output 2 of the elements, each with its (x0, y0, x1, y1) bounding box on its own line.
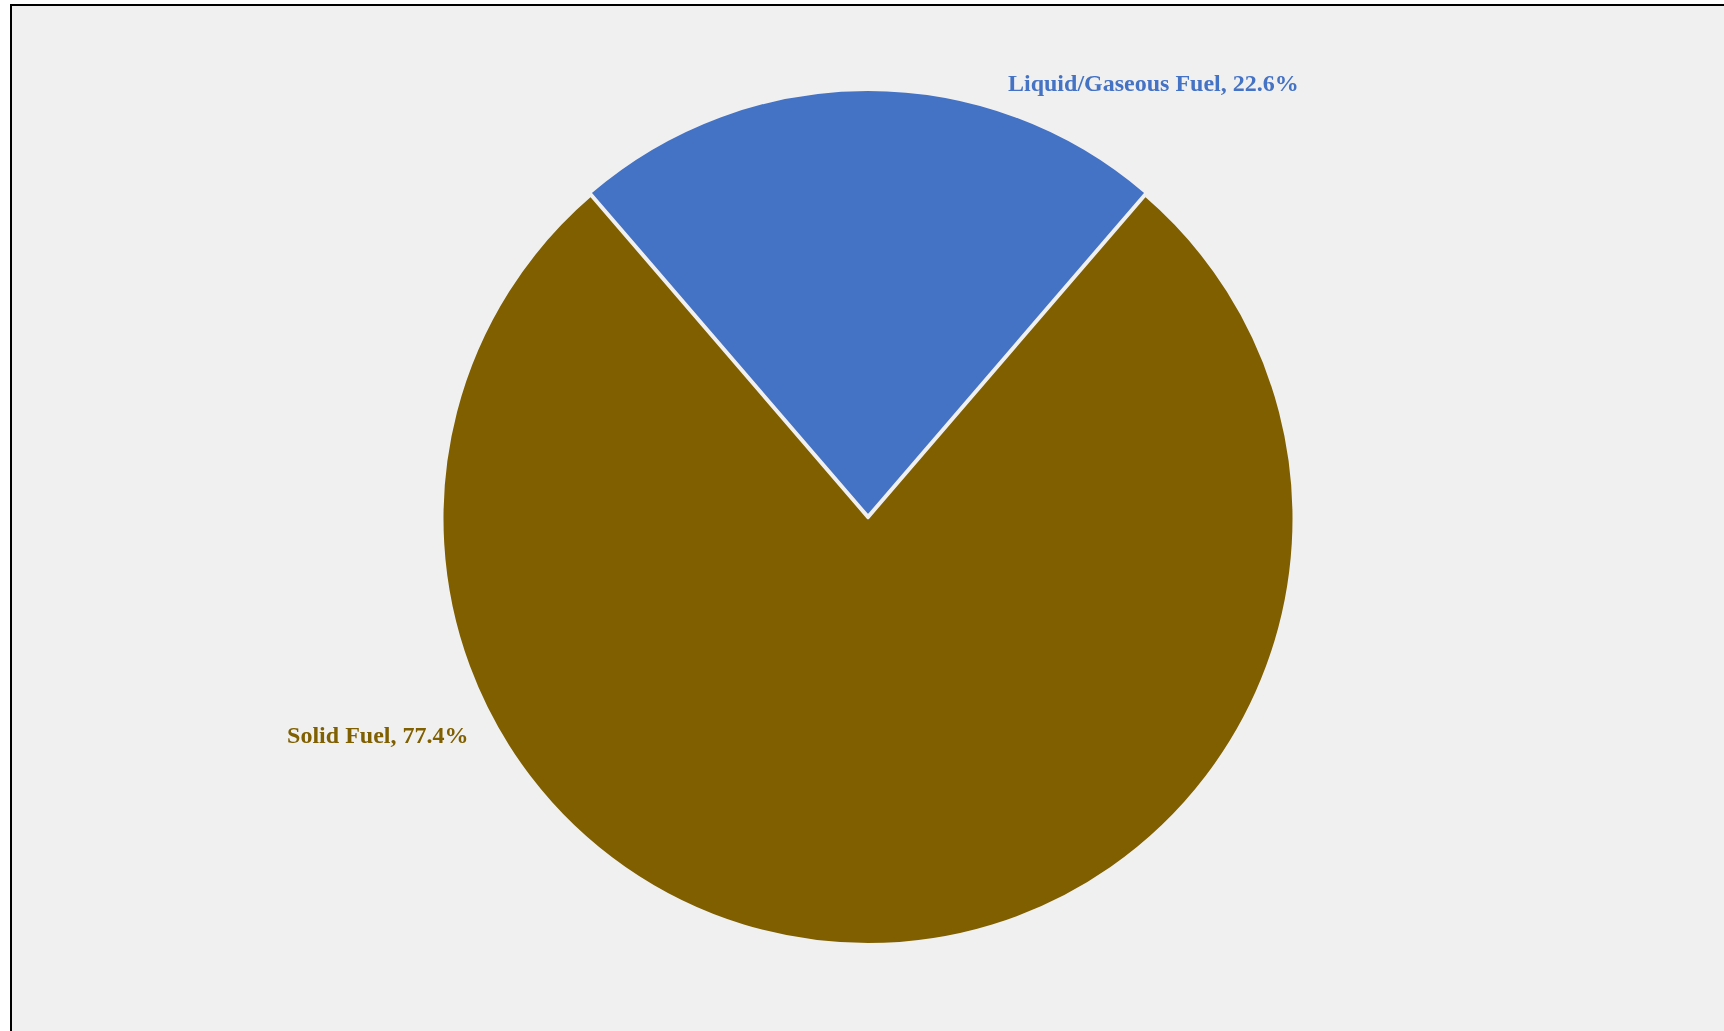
slice-label: Liquid/Gaseous Fuel, 22.6% (1007, 70, 1299, 97)
slice-label: Solid Fuel, 77.4% (287, 722, 469, 749)
